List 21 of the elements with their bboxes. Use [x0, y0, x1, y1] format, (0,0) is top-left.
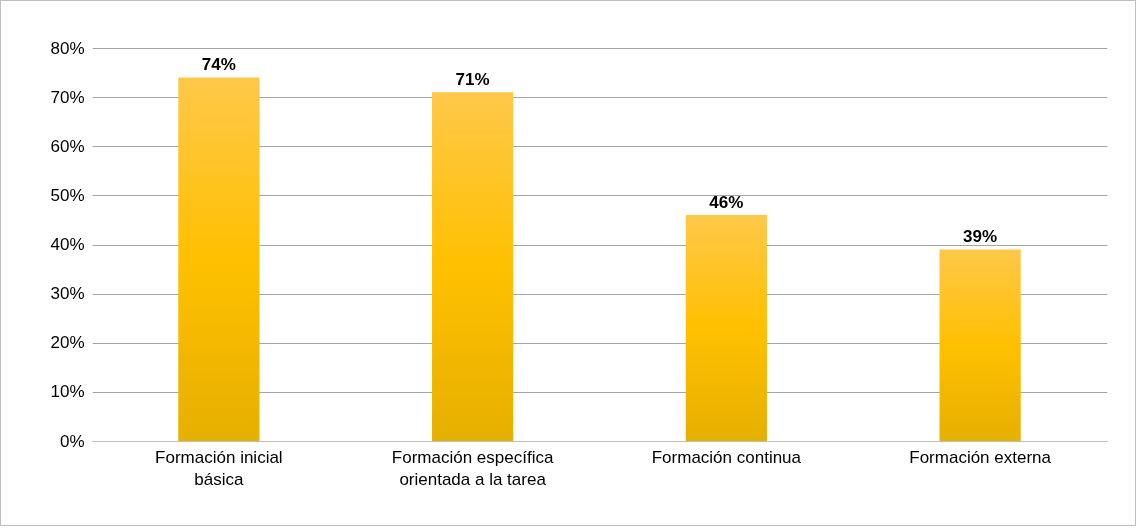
bar [432, 92, 514, 441]
y-tick-label: 30% [50, 284, 85, 304]
bar [939, 249, 1021, 441]
y-tick-label: 60% [50, 136, 85, 156]
y-tick-label: 40% [50, 235, 85, 254]
y-tick-label: 70% [50, 87, 85, 107]
data-label: 39% [963, 227, 998, 247]
x-tick-label: Formación continua [651, 447, 802, 467]
x-tick-label: Formación externa [909, 447, 1052, 467]
bar [685, 215, 767, 441]
bar [178, 77, 260, 441]
y-tick-label: 20% [50, 333, 85, 353]
y-tick-label: 80% [50, 38, 85, 58]
y-tick-label: 0% [59, 431, 85, 451]
x-tick-label: Formación inicial básica [155, 447, 283, 489]
y-tick-label: 50% [50, 185, 85, 205]
data-label: 74% [201, 55, 236, 75]
data-label: 46% [709, 193, 744, 213]
y-tick-label: 10% [50, 382, 85, 402]
data-label: 71% [455, 70, 490, 90]
x-tick-label: Formación específica orientada a la tarea [391, 447, 554, 489]
